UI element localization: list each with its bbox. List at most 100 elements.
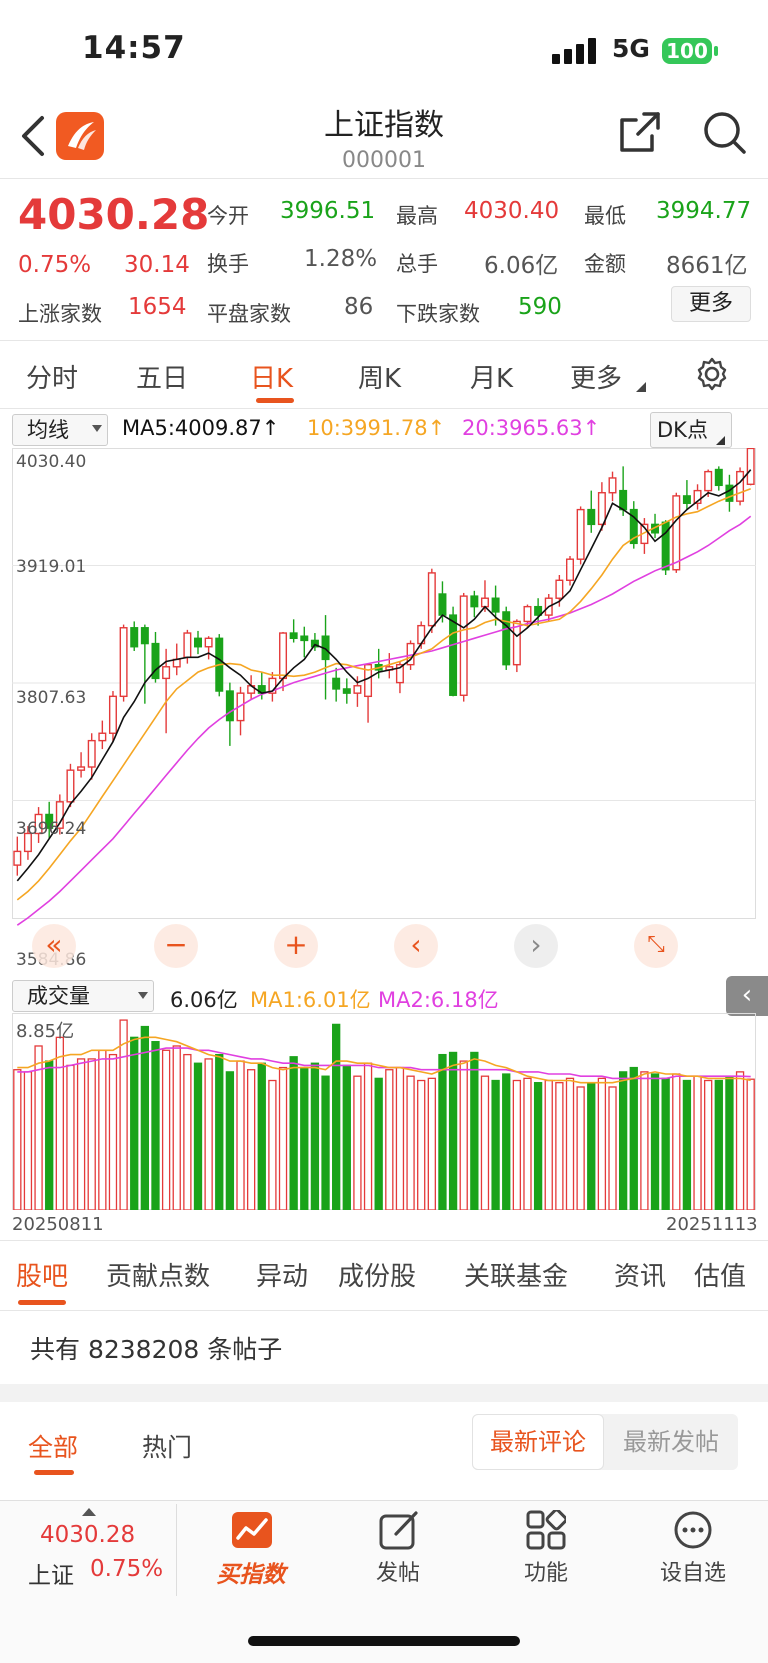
tab-five-day[interactable]: 五日 (136, 364, 189, 394)
down-count: 590 (518, 294, 562, 320)
page-title: 上证指数 (324, 108, 444, 143)
volume-today: 6.06亿 (170, 988, 238, 1012)
volume-bar (310, 1062, 320, 1210)
volume-bar (491, 1079, 500, 1210)
tab-related-funds[interactable]: 关联基金 (464, 1262, 569, 1292)
candle-down (130, 627, 139, 648)
mini-price[interactable]: 4030.28 (40, 1522, 136, 1548)
scroll-right-icon[interactable]: › (514, 924, 558, 968)
volume-bar (672, 1073, 681, 1210)
dropdown-triangle-icon (636, 382, 646, 392)
function-grid-icon[interactable] (526, 1510, 566, 1550)
low-label: 最低 (584, 204, 626, 228)
volume-bar (533, 1082, 543, 1210)
expand-up-icon[interactable] (82, 1508, 96, 1516)
zoom-in-icon[interactable]: + (274, 924, 318, 968)
candle-up (204, 637, 213, 648)
volume-bar (183, 1053, 192, 1210)
tab-valuation[interactable]: 估值 (694, 1262, 747, 1292)
volume-max-label: 8.85亿 (16, 1021, 75, 1042)
tab-daily-k[interactable]: 日K (250, 364, 294, 394)
volume-bar (555, 1082, 564, 1210)
volume-bar (268, 1079, 277, 1210)
volume-bar (119, 1019, 128, 1210)
buy-index-button[interactable]: 买指数 (216, 1562, 286, 1588)
volume-bar (204, 1058, 213, 1210)
mini-change-pct[interactable]: 0.75% (90, 1556, 164, 1582)
candle-down (534, 605, 543, 616)
candle-up (459, 595, 468, 696)
low-value: 3994.77 (656, 198, 752, 224)
app-logo-icon (56, 112, 104, 160)
ma20-line (16, 515, 752, 926)
tab-intraday[interactable]: 分时 (26, 364, 79, 394)
volume-bar (608, 1086, 617, 1210)
sort-latest-post[interactable]: 最新发帖 (623, 1428, 719, 1456)
volume-bar (438, 1053, 447, 1210)
function-button[interactable]: 功能 (523, 1561, 568, 1586)
candle-down (629, 508, 638, 545)
zoom-out-icon[interactable]: − (154, 924, 198, 968)
status-time: 14:57 (82, 30, 186, 66)
edit-post-icon[interactable] (378, 1510, 420, 1550)
volume-bar (385, 1069, 394, 1210)
volume-bar (640, 1071, 649, 1210)
amount-label: 金额 (584, 252, 626, 276)
battery-icon: 100 (662, 38, 712, 64)
more-circle-icon[interactable] (673, 1510, 713, 1550)
add-watchlist-button[interactable]: 设自选 (659, 1561, 726, 1586)
search-icon[interactable] (702, 110, 746, 156)
tab-news[interactable]: 资讯 (614, 1262, 667, 1292)
volume-ma2-line (17, 1047, 751, 1080)
tab-movement[interactable]: 异动 (256, 1262, 309, 1292)
candle-down (300, 635, 309, 642)
active-tab-indicator (18, 1300, 66, 1305)
trend-chart-icon[interactable] (232, 1512, 272, 1548)
filter-all[interactable]: 全部 (28, 1433, 79, 1462)
volume-bar (257, 1062, 266, 1210)
scroll-left-icon[interactable]: ‹ (394, 924, 438, 968)
volume-bar (746, 1078, 755, 1210)
share-icon[interactable] (618, 110, 662, 154)
tab-monthly-k[interactable]: 月K (470, 364, 514, 394)
fullscreen-icon[interactable]: ⤡ (634, 924, 678, 968)
indicator-selector[interactable]: 均线 (12, 414, 108, 446)
tab-guba[interactable]: 股吧 (16, 1262, 69, 1292)
stock-code: 000001 (342, 148, 426, 173)
filter-hot[interactable]: 热门 (142, 1433, 193, 1462)
gear-icon[interactable] (694, 356, 730, 392)
candle-down (502, 611, 511, 666)
volume-bar (544, 1079, 553, 1210)
candle-up (555, 579, 564, 599)
volume-bar (587, 1082, 596, 1210)
scroll-left-far-icon[interactable]: « (32, 924, 76, 968)
bottom-nav (0, 1500, 768, 1663)
mini-index-name[interactable]: 上证 (28, 1563, 74, 1589)
volume-bar (512, 1079, 522, 1210)
candle-up (279, 632, 288, 680)
more-quote-button[interactable]: 更多 (671, 286, 751, 322)
sub-indicator-selector[interactable]: 成交量 (12, 980, 154, 1012)
candle-up (162, 666, 171, 680)
divider (0, 408, 768, 409)
back-chevron-icon[interactable] (18, 114, 48, 158)
tab-constituents[interactable]: 成份股 (338, 1262, 417, 1292)
tab-weekly-k[interactable]: 周K (358, 364, 402, 394)
volume-bar (34, 1045, 43, 1210)
high-value: 4030.40 (464, 198, 560, 224)
candle-down (45, 813, 54, 829)
flat-count-label: 平盘家数 (207, 302, 291, 326)
candle-up (576, 508, 585, 560)
y-tick-label: 3919.01 (16, 557, 87, 577)
collapse-panel-icon[interactable]: ‹ (726, 976, 768, 1016)
volume-bar (502, 1073, 511, 1210)
tab-contribution[interactable]: 贡献点数 (106, 1262, 211, 1292)
dk-point-button[interactable]: DK点 (650, 412, 732, 448)
volume-bar (480, 1075, 490, 1210)
tab-more-periods[interactable]: 更多 (570, 364, 623, 394)
candlestick-chart[interactable] (12, 448, 756, 973)
volume-bar (76, 1058, 86, 1210)
sort-latest-comment[interactable]: 最新评论 (472, 1414, 604, 1470)
post-button[interactable]: 发帖 (375, 1561, 420, 1586)
volume-bar (576, 1086, 585, 1210)
